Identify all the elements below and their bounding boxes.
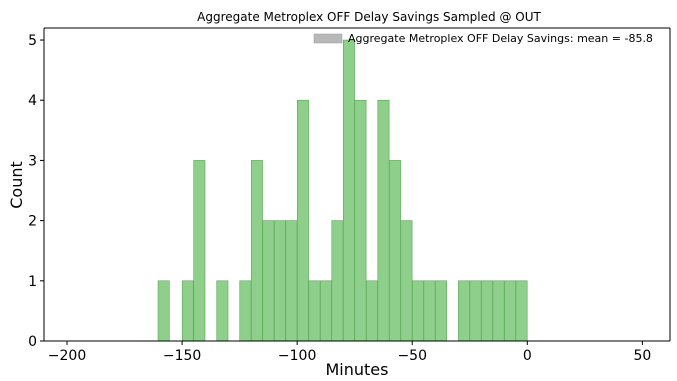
histogram-bar	[481, 280, 493, 342]
x-axis-label: Minutes	[326, 360, 389, 379]
y-tick-label: 5	[28, 33, 37, 49]
histogram-bar	[400, 220, 413, 342]
x-tick-label: 50	[633, 348, 651, 364]
y-tick-label: 2	[28, 214, 37, 230]
histogram-bar	[515, 280, 528, 342]
histogram-bar	[250, 160, 263, 342]
y-tick-label: 1	[28, 274, 37, 290]
legend-swatch	[313, 33, 343, 44]
histogram-bar	[377, 99, 390, 342]
histogram-bar	[469, 280, 482, 342]
x-tick-label: −200	[48, 348, 86, 364]
legend: Aggregate Metroplex OFF Delay Savings: m…	[313, 32, 653, 45]
histogram-bar	[319, 280, 332, 342]
y-axis-ticks: 0 1 2 3 4 5	[28, 33, 44, 350]
y-tick-label: 0	[28, 334, 37, 350]
histogram-bar	[423, 280, 436, 342]
legend-label: Aggregate Metroplex OFF Delay Savings: m…	[348, 32, 653, 45]
histogram-bar	[273, 220, 286, 342]
histogram-bar	[239, 280, 252, 342]
histogram-bar	[157, 280, 170, 342]
x-tick-label: −50	[397, 348, 427, 364]
histogram-bar	[308, 280, 321, 342]
histogram-bar	[412, 280, 424, 342]
histogram-bar	[331, 220, 344, 342]
histogram-bar	[216, 280, 229, 342]
y-tick-label: 4	[28, 93, 37, 109]
histogram-bar	[354, 99, 367, 342]
x-tick-label: −150	[163, 348, 201, 364]
histogram-bar	[181, 280, 194, 342]
histogram-bar	[458, 280, 470, 342]
histogram-bar	[492, 280, 505, 342]
chart-title: Aggregate Metroplex OFF Delay Savings Sa…	[197, 10, 541, 24]
x-axis-ticks: −200 −150 −100 −50 0 50	[48, 341, 651, 364]
histogram-bar	[366, 280, 378, 342]
histogram-bar	[193, 160, 206, 342]
y-tick-label: 3	[28, 153, 37, 169]
histogram-bar	[389, 160, 401, 342]
y-axis-label: Count	[7, 161, 26, 209]
histogram-bar	[343, 39, 355, 342]
histogram-bar	[435, 280, 447, 342]
histogram-bar	[285, 220, 298, 342]
x-tick-label: −100	[278, 348, 316, 364]
histogram-bar	[296, 99, 309, 342]
x-tick-label: 0	[523, 348, 532, 364]
histogram-bar	[504, 280, 516, 342]
histogram-bar	[262, 220, 275, 342]
